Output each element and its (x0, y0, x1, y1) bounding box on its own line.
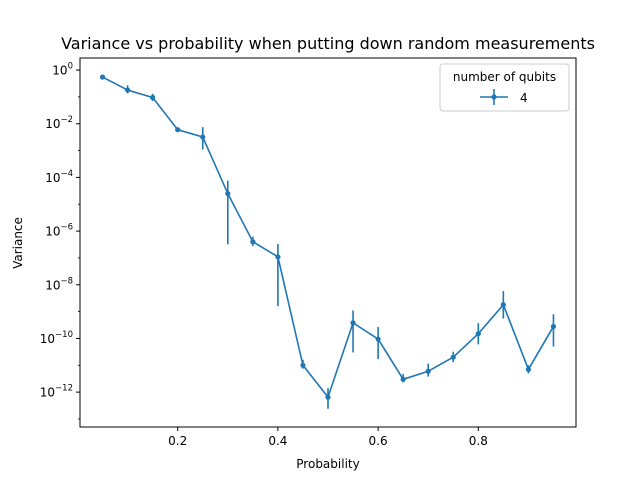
y-axis-ticks: 100 10−2 10−4 10−6 10−8 10−10 10−12 (40, 62, 80, 420)
x-tick-label-3: 0.8 (469, 434, 488, 448)
data-point-2 (150, 94, 156, 101)
data-point-12 (400, 376, 406, 382)
data-point-5 (225, 190, 231, 197)
data-point-16 (500, 302, 506, 308)
plot-area (99, 74, 557, 409)
x-axis-ticks: 0.2 0.4 0.6 0.8 (168, 427, 488, 448)
legend-series-marker (480, 89, 508, 105)
axes-frame (79, 57, 577, 428)
legend-point (491, 94, 497, 100)
y-tick-label-6: 10−12 (40, 384, 73, 400)
data-point-0 (99, 74, 106, 80)
x-tick-label-0: 0.2 (168, 434, 187, 448)
axes (79, 57, 577, 428)
legend: number of qubits 4 (439, 63, 570, 112)
y-tick-label-2: 10−4 (45, 169, 73, 185)
data-point-6 (250, 239, 256, 245)
y-tick-label-0: 100 (52, 62, 73, 78)
y-tick-label-4: 10−8 (45, 276, 73, 292)
data-point-13 (425, 368, 431, 374)
data-point-17 (525, 366, 532, 373)
y-tick-label-3: 10−6 (45, 223, 73, 239)
data-point-18 (550, 323, 557, 330)
data-point-3 (175, 127, 181, 133)
data-point-14 (450, 354, 456, 360)
y-tick-label-5: 10−10 (40, 330, 73, 346)
series-4 (99, 74, 557, 409)
data-point-15 (475, 331, 481, 337)
x-tick-label-1: 0.4 (268, 434, 287, 448)
legend-box (439, 63, 570, 112)
chart-title: Variance vs probability when putting dow… (61, 34, 595, 53)
data-point-10 (350, 320, 356, 326)
x-axis-label: Probability (296, 457, 359, 471)
data-point-9 (325, 394, 331, 400)
data-point-1 (124, 87, 131, 93)
x-tick-label-2: 0.6 (369, 434, 388, 448)
y-tick-label-1: 10−2 (45, 115, 73, 131)
data-point-11 (375, 336, 381, 342)
data-point-8 (300, 362, 306, 368)
data-point-7 (275, 254, 281, 260)
y-axis-label: Variance (11, 217, 25, 269)
legend-series-label: 4 (520, 91, 528, 105)
legend-title: number of qubits (453, 70, 556, 84)
data-point-4 (200, 134, 206, 140)
